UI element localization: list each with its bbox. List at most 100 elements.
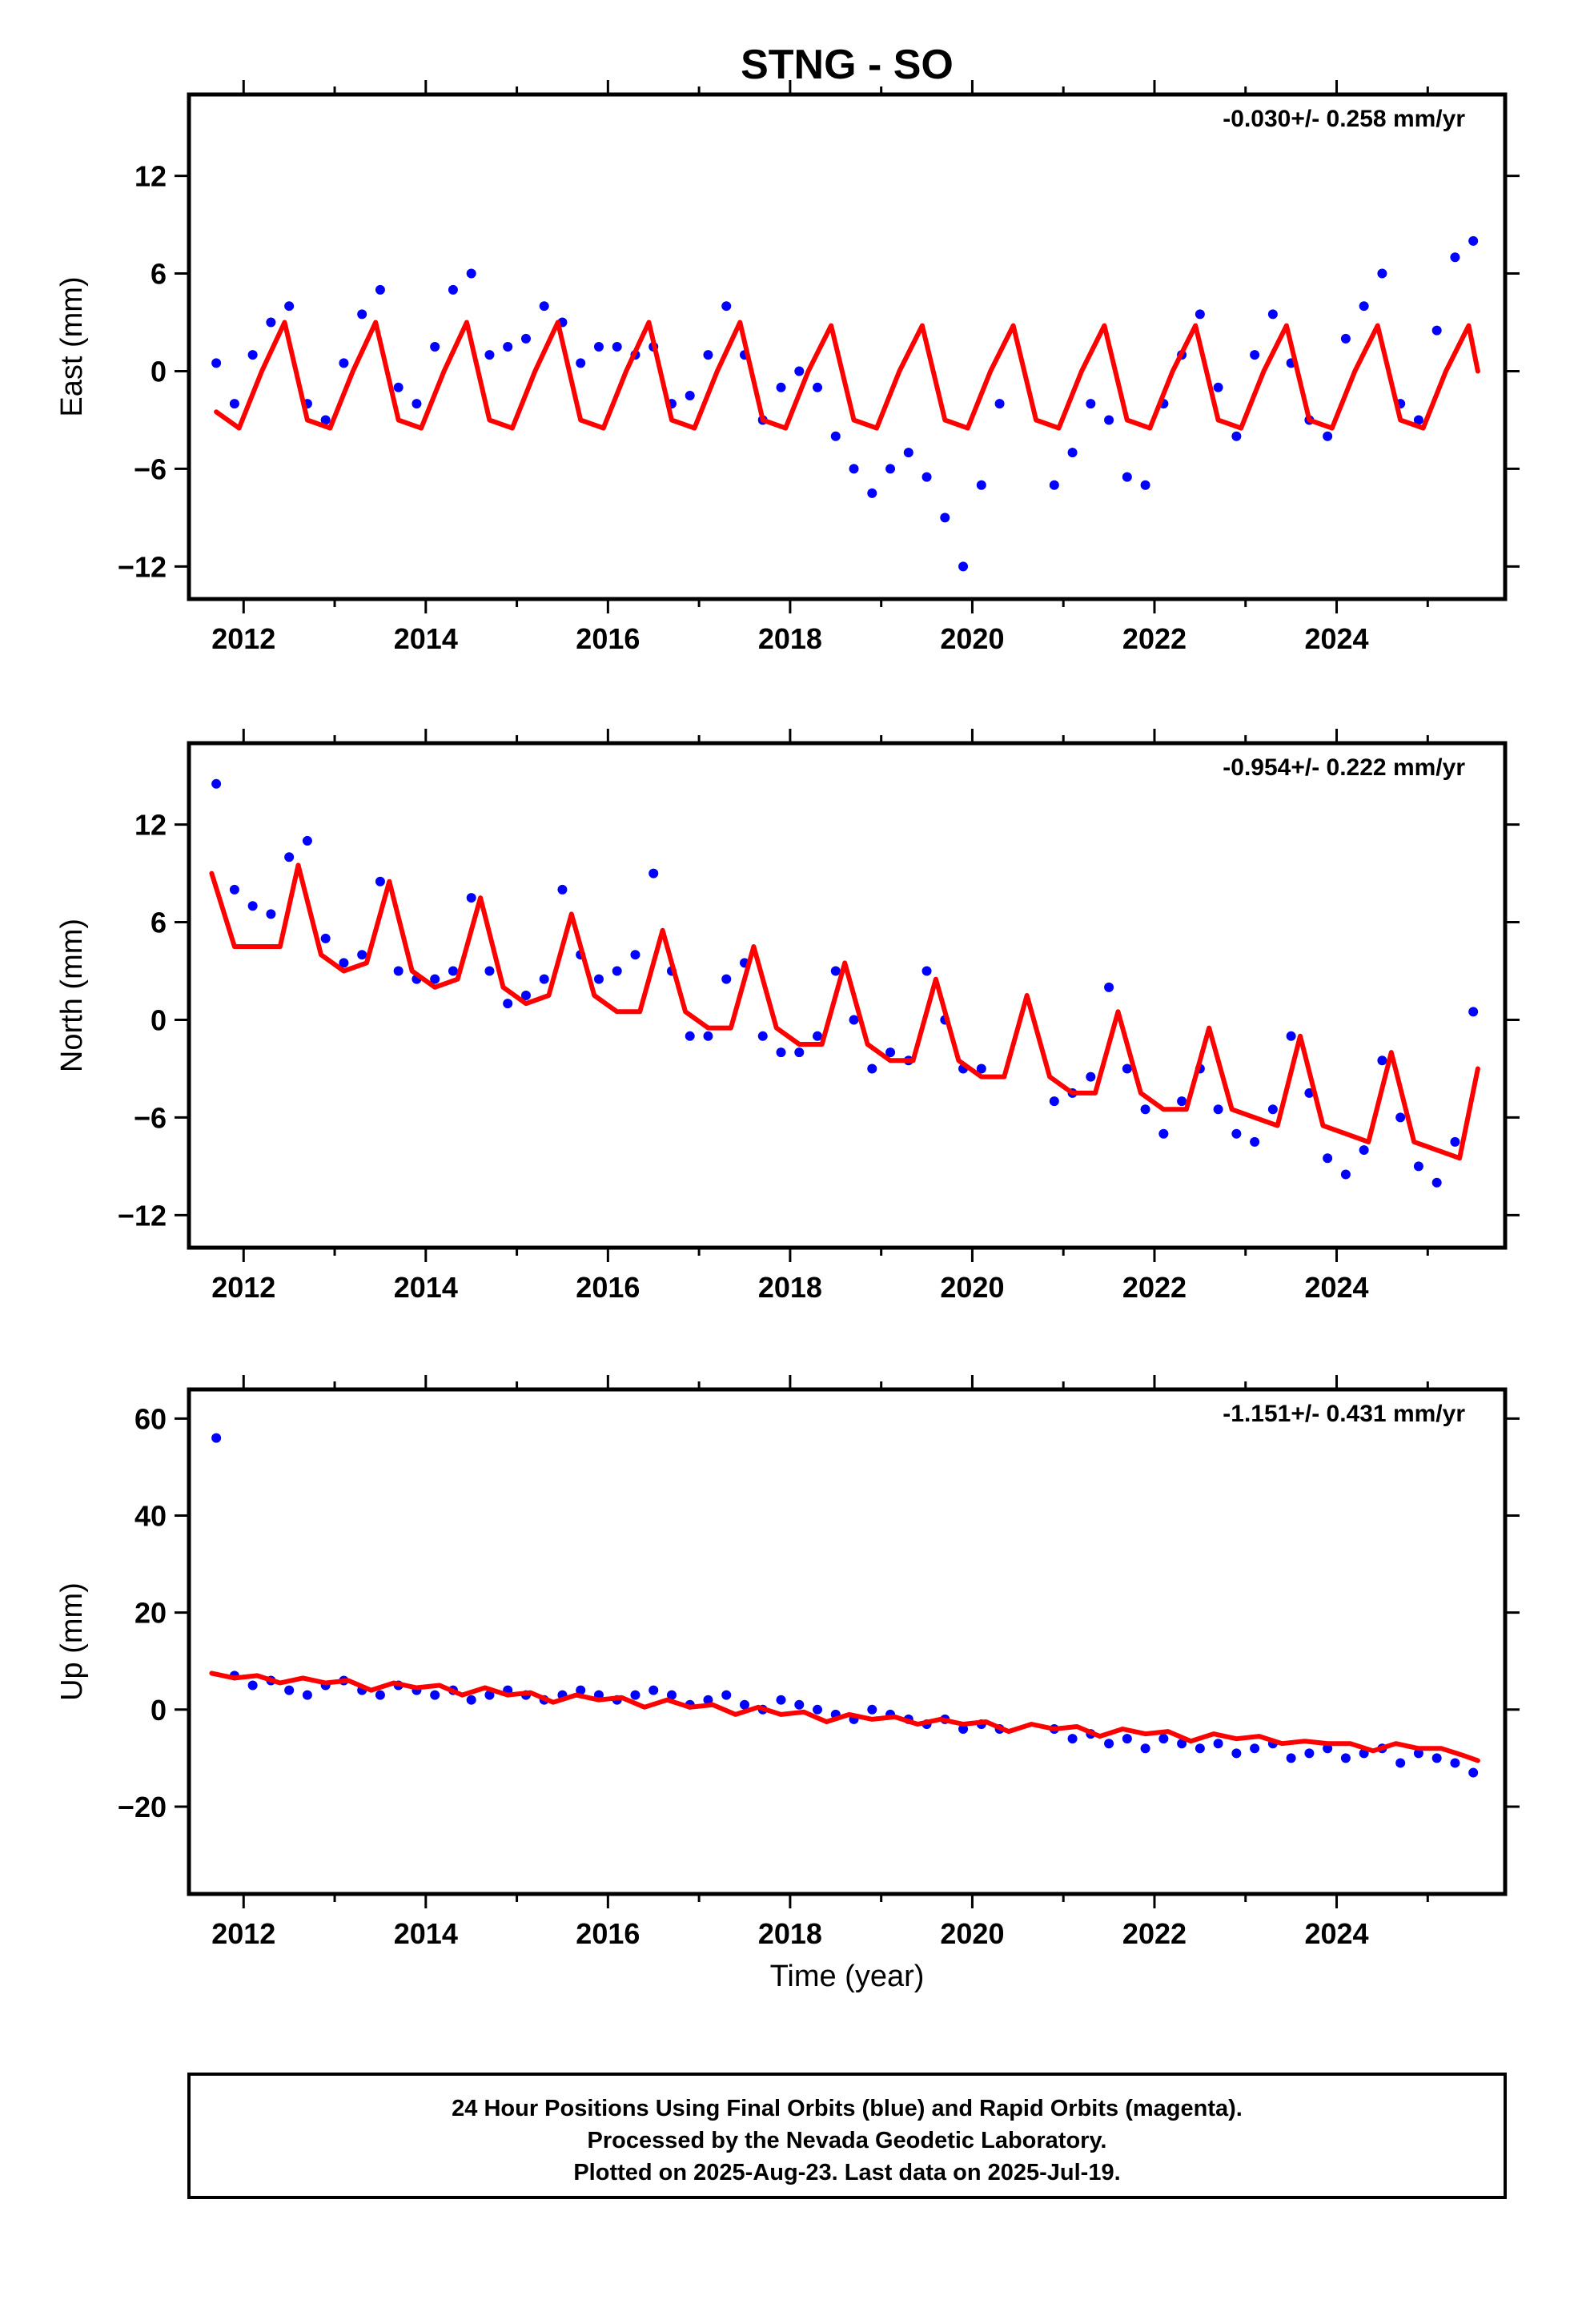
chart-title: STNG - SO bbox=[741, 42, 954, 88]
east-data-point bbox=[1049, 480, 1059, 490]
up-data-point bbox=[1304, 1748, 1315, 1759]
east-data-point bbox=[1340, 333, 1351, 344]
north-x-tick-label: 2012 bbox=[211, 1271, 275, 1304]
north-data-point bbox=[685, 1031, 695, 1041]
north-x-tick-label: 2018 bbox=[758, 1271, 822, 1304]
north-data-point bbox=[266, 909, 276, 919]
up-data-point bbox=[302, 1690, 312, 1700]
north-data-point bbox=[921, 966, 932, 976]
north-data-point bbox=[484, 966, 495, 976]
north-data-point bbox=[1431, 1177, 1442, 1188]
east-y-tick-label: 0 bbox=[151, 355, 167, 388]
north-x-tick-label: 2022 bbox=[1122, 1271, 1186, 1304]
north-data-point bbox=[813, 1031, 823, 1041]
north-data-point bbox=[247, 901, 258, 911]
north-plot-frame bbox=[187, 741, 1508, 1250]
east-x-tick-label: 2016 bbox=[576, 622, 640, 655]
east-data-point bbox=[1195, 309, 1205, 320]
north-y-tick-label: 0 bbox=[151, 1003, 167, 1036]
north-data-point bbox=[430, 974, 440, 984]
east-data-point bbox=[412, 399, 422, 409]
up-x-tick-label: 2024 bbox=[1304, 1917, 1368, 1950]
north-data-point bbox=[229, 884, 239, 895]
east-data-point bbox=[1377, 268, 1387, 279]
north-data-point bbox=[703, 1031, 713, 1041]
north-data-point bbox=[830, 966, 841, 976]
north-data-point bbox=[448, 966, 458, 976]
north-data-point bbox=[1158, 1128, 1169, 1139]
north-data-point bbox=[1323, 1153, 1333, 1164]
east-data-point bbox=[921, 472, 932, 482]
north-data-point bbox=[1340, 1169, 1351, 1180]
north-data-point bbox=[1450, 1136, 1460, 1147]
north-data-point bbox=[976, 1063, 986, 1074]
east-data-point bbox=[885, 464, 896, 474]
north-velocity-label: -0.954+/- 0.222 mm/yr bbox=[1223, 754, 1465, 781]
east-data-point bbox=[958, 561, 969, 572]
up-data-point bbox=[247, 1680, 258, 1691]
up-velocity-label: -1.151+/- 0.431 mm/yr bbox=[1223, 1401, 1465, 1427]
up-data-point bbox=[1231, 1748, 1242, 1759]
east-data-point bbox=[576, 358, 586, 368]
east-data-point bbox=[794, 366, 805, 376]
north-data-point bbox=[339, 958, 349, 968]
north-data-point bbox=[320, 933, 331, 943]
east-data-point bbox=[1267, 309, 1278, 320]
east-y-tick-label: 12 bbox=[135, 160, 167, 193]
up-data-point bbox=[1413, 1748, 1423, 1759]
east-data-point bbox=[830, 431, 841, 441]
up-model-curve bbox=[209, 1671, 1480, 1763]
north-data-point bbox=[357, 950, 367, 960]
north-data-point bbox=[1250, 1136, 1260, 1147]
x-axis-label: Time (year) bbox=[770, 1960, 925, 1993]
up-y-axis-label: Up (mm) bbox=[55, 1582, 89, 1701]
north-y-tick-label: −12 bbox=[118, 1199, 167, 1232]
up-y-tick-label: 60 bbox=[135, 1402, 167, 1435]
up-data-point bbox=[1395, 1758, 1406, 1768]
north-data-point bbox=[1413, 1161, 1423, 1172]
north-data-point bbox=[557, 884, 568, 895]
east-y-tick-label: 6 bbox=[151, 258, 167, 291]
up-plot-frame bbox=[187, 1387, 1508, 1896]
up-data-point bbox=[1468, 1767, 1479, 1778]
up-data-point bbox=[1195, 1743, 1205, 1754]
up-x-tick-label: 2018 bbox=[758, 1917, 822, 1950]
north-data-point bbox=[1359, 1145, 1369, 1156]
north-data-point bbox=[1104, 982, 1114, 992]
east-data-point bbox=[430, 342, 440, 352]
north-data-point bbox=[630, 950, 640, 960]
north-data-point bbox=[1177, 1096, 1187, 1107]
east-data-point bbox=[1359, 301, 1369, 312]
east-data-point bbox=[940, 513, 950, 523]
east-data-point bbox=[1067, 448, 1078, 458]
east-data-point bbox=[1104, 415, 1114, 425]
up-data-point bbox=[813, 1704, 823, 1715]
east-data-point bbox=[284, 301, 295, 312]
up-x-tick-label: 2014 bbox=[394, 1917, 458, 1950]
up-data-point bbox=[284, 1685, 295, 1695]
up-data-point bbox=[630, 1690, 640, 1700]
east-y-tick-label: −6 bbox=[134, 452, 167, 485]
east-velocity-label: -0.030+/- 0.258 mm/yr bbox=[1223, 106, 1465, 132]
east-data-point bbox=[520, 333, 531, 344]
east-y-axis-label: East (mm) bbox=[55, 276, 89, 416]
north-data-point bbox=[1086, 1072, 1096, 1082]
up-data-point bbox=[466, 1695, 476, 1705]
east-data-point bbox=[266, 317, 276, 328]
east-data-point bbox=[357, 309, 367, 320]
east-data-point bbox=[685, 390, 695, 400]
north-data-point bbox=[1267, 1104, 1278, 1115]
east-data-point bbox=[1122, 472, 1132, 482]
east-data-point bbox=[211, 358, 222, 368]
north-data-point bbox=[648, 868, 659, 879]
east-x-tick-label: 2022 bbox=[1122, 622, 1186, 655]
north-data-point bbox=[849, 1015, 859, 1025]
east-x-tick-label: 2012 bbox=[211, 622, 275, 655]
east-data-point bbox=[448, 284, 458, 295]
up-data-point bbox=[648, 1685, 659, 1695]
north-data-point bbox=[794, 1047, 805, 1058]
up-data-point bbox=[1067, 1734, 1078, 1744]
up-x-tick-label: 2022 bbox=[1122, 1917, 1186, 1950]
north-data-point bbox=[593, 974, 604, 984]
